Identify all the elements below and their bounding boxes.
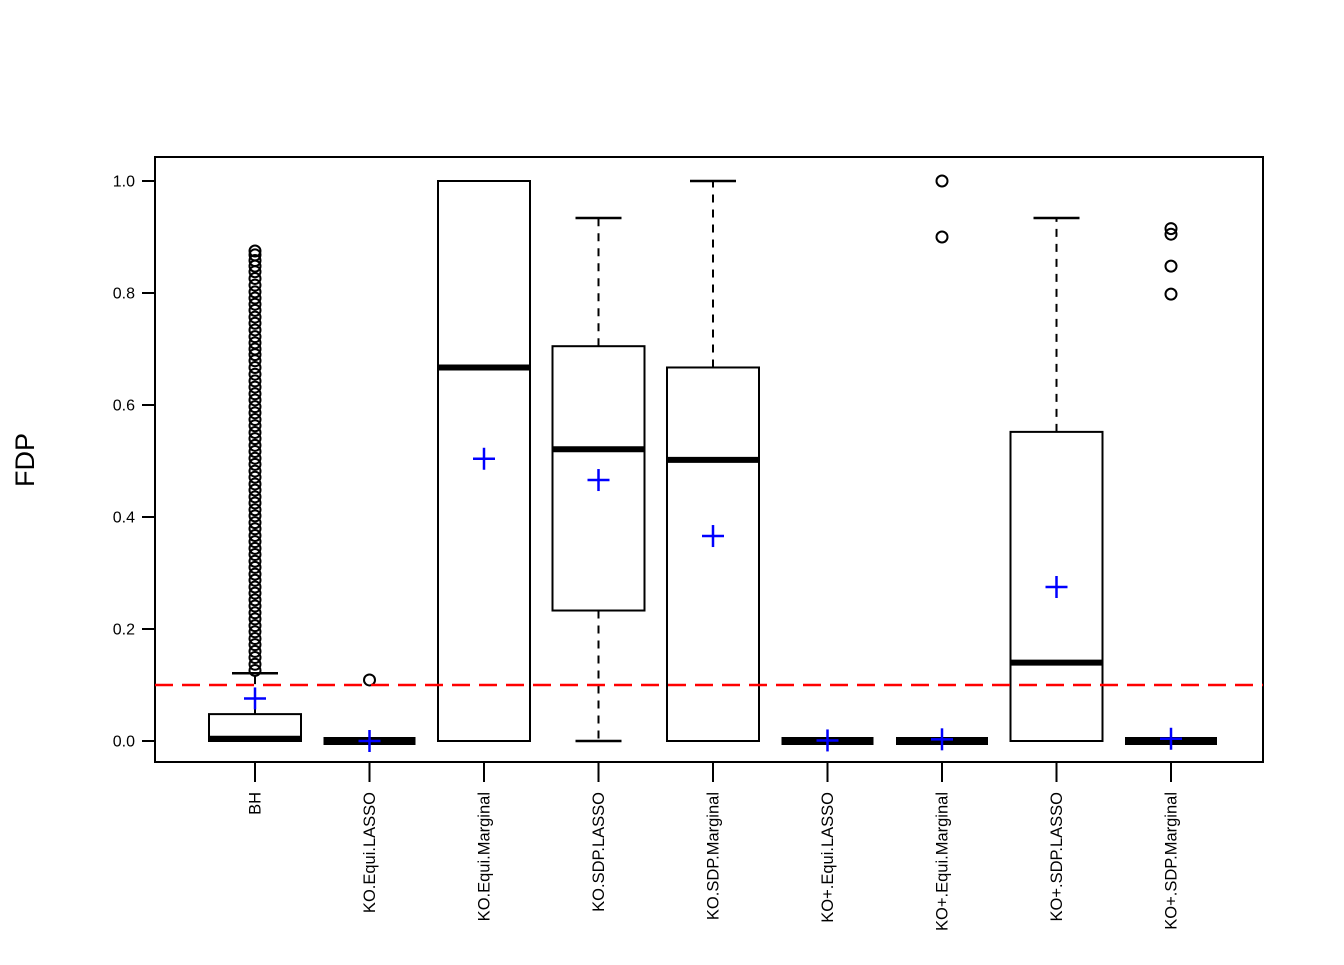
outlier-point [248,528,262,542]
outlier-point [248,432,262,446]
outlier-point [248,297,262,311]
outlier-point [248,285,262,299]
outlier-point [248,483,262,497]
outlier-point [248,548,262,562]
box [666,366,760,742]
category-label: BH [247,792,265,815]
outlier-point [248,535,262,549]
outlier-point [248,265,262,279]
outlier-point [1164,227,1178,241]
outlier-point [248,451,262,465]
y-axis-tick-label: 1.0 [113,174,135,191]
category-label: KO+.SDP.LASSO [1048,792,1066,922]
outlier-point [248,625,262,639]
outlier-point [248,477,262,491]
category-label: KO+.SDP.Marginal [1163,792,1181,930]
outlier-point [248,580,262,594]
outlier-point [935,174,949,188]
category-label: KO.Equi.Marginal [476,792,494,921]
outlier-point [248,406,262,420]
outlier-point [248,516,262,530]
outlier-point [248,387,262,401]
outlier-point [248,393,262,407]
outlier-point [248,496,262,510]
outlier-point [248,360,262,374]
y-axis-tick-label: 0.2 [113,622,135,639]
category-label: KO.SDP.LASSO [590,792,608,912]
outlier-point [248,612,262,626]
outlier-point [248,657,262,671]
outlier-point [248,374,262,388]
outlier-point [248,457,262,471]
outlier-point [248,244,262,258]
outlier-point [248,593,262,607]
y-axis-tick-label: 0.6 [113,398,135,415]
outlier-point [248,354,262,368]
outlier-point [248,509,262,523]
outlier-point [248,619,262,633]
outlier-point [248,413,262,427]
outlier-point [248,278,262,292]
outlier-point [248,638,262,652]
outlier-point [248,560,262,574]
outlier-point [248,606,262,620]
outlier-point [935,230,949,244]
outlier-point [248,503,262,517]
outlier-point [248,644,262,658]
outlier-point [248,316,262,330]
outlier-point [248,470,262,484]
outlier-point [248,438,262,452]
outlier-point [248,444,262,458]
outlier-point [1164,259,1178,273]
plot-frame [154,156,1264,763]
y-axis-tick-label: 0.4 [113,510,135,527]
category-label: KO.Equi.LASSO [361,792,379,913]
category-label: KO+.Equi.LASSO [819,792,837,923]
outlier-point [248,348,262,362]
outlier-point [248,573,262,587]
outlier-point [248,271,262,285]
outlier-point [248,522,262,536]
outlier-point [248,259,262,273]
y-axis-tick-label: 0.8 [113,286,135,303]
category-label: KO.SDP.Marginal [705,792,723,920]
outlier-point [248,323,262,337]
outlier-point [248,554,262,568]
outlier-point [248,291,262,305]
outlier-point [248,367,262,381]
outlier-point [248,651,262,665]
outlier-point [248,303,262,317]
outlier-point [248,380,262,394]
outlier-point [1164,287,1178,301]
outlier-point [1164,222,1178,236]
outlier-point [248,586,262,600]
outlier-point [248,663,262,677]
outlier-point [248,490,262,504]
outlier-point [248,541,262,555]
outlier-point [248,310,262,324]
outlier-point [248,400,262,414]
outlier-point [248,632,262,646]
outlier-point [248,419,262,433]
outlier-point [248,599,262,613]
y-axis-tick-label: 0.0 [113,734,135,751]
category-label: KO+.Equi.Marginal [934,792,952,931]
outlier-point [363,673,376,687]
outlier-point [248,425,262,439]
y-axis-title: FDP [10,433,40,487]
outlier-point [248,567,262,581]
outlier-point [248,330,262,344]
outlier-point [248,464,262,478]
